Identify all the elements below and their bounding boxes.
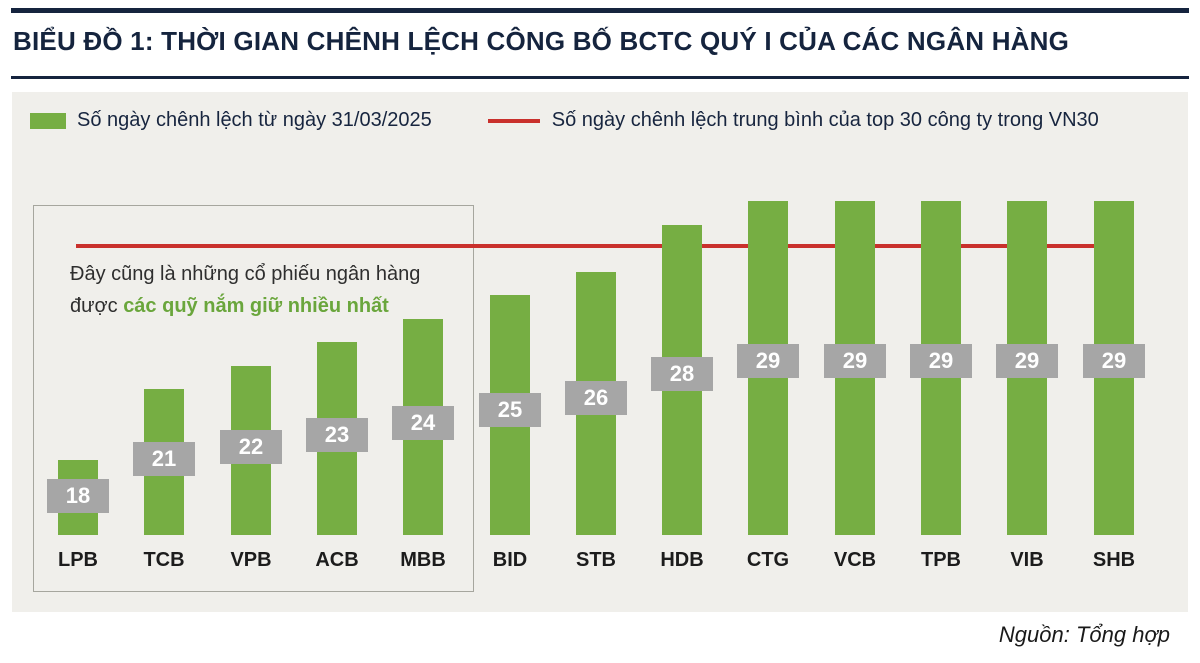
annotation-line2-highlight: các quỹ nắm giữ nhiều nhất [123, 295, 389, 317]
bar-value-label-LPB: 18 [47, 479, 109, 513]
annotation-line2-prefix: được [70, 295, 124, 317]
chart-panel: Số ngày chênh lệch từ ngày 31/03/2025 Số… [12, 92, 1188, 612]
bar-value-label-VPB: 22 [220, 430, 282, 464]
bar-value-label-TCB: 21 [133, 442, 195, 476]
legend-line-swatch [487, 118, 540, 123]
bar-value-label-HDB: 28 [651, 357, 713, 391]
bar-value-label-SHB: 29 [1083, 344, 1145, 378]
chart-title: BIỂU ĐỒ 1: THỜI GIAN CHÊNH LỆCH CÔNG BỐ … [13, 26, 1070, 56]
legend-bar-swatch [30, 112, 66, 129]
average-line [76, 244, 1114, 248]
bar-value-label-STB: 26 [565, 381, 627, 415]
category-label-LPB: LPB [58, 549, 98, 571]
bar-value-label-MBB: 24 [392, 406, 454, 440]
legend-line-label: Số ngày chênh lệch trung bình của top 30… [551, 109, 1099, 131]
bar-value-label-VCB: 29 [824, 344, 886, 378]
annotation-box [33, 205, 474, 592]
top-divider [11, 8, 1189, 13]
category-label-HDB: HDB [660, 549, 704, 571]
category-label-TPB: TPB [921, 549, 961, 571]
plot-area: 18 LPB 21 TCB 22 VPB 23 ACB 24 MBB 25 BID 26 STB 28 HDB… [12, 92, 1188, 612]
bar-value-label-BID: 25 [479, 393, 541, 427]
source-note: Nguồn: Tổng hợp [998, 622, 1170, 647]
category-label-VCB: VCB [833, 549, 877, 571]
category-label-TCB: TCB [143, 549, 185, 571]
category-label-ACB: ACB [315, 549, 359, 571]
annotation-line1: Đây cũng là những cổ phiếu ngân hàng [70, 263, 421, 285]
bar-value-label-VIB: 29 [996, 344, 1058, 378]
category-label-STB: STB [576, 549, 616, 571]
category-label-CTG: CTG [746, 549, 790, 571]
category-label-VIB: VIB [1010, 549, 1044, 571]
bar-value-label-CTG: 29 [737, 344, 799, 378]
bar-value-label-ACB: 23 [306, 418, 368, 452]
category-label-BID: BID [492, 549, 528, 571]
category-label-SHB: SHB [1092, 549, 1136, 571]
legend: Số ngày chênh lệch từ ngày 31/03/2025 Số… [30, 109, 1099, 132]
category-label-VPB: VPB [230, 549, 272, 571]
annotation-text: Đây cũng là những cổ phiếu ngân hàng đượ… [70, 258, 450, 322]
legend-bar-label: Số ngày chênh lệch từ ngày 31/03/2025 [77, 109, 432, 131]
title-divider [11, 76, 1189, 79]
bar-value-label-TPB: 29 [910, 344, 972, 378]
category-label-MBB: MBB [400, 549, 446, 571]
